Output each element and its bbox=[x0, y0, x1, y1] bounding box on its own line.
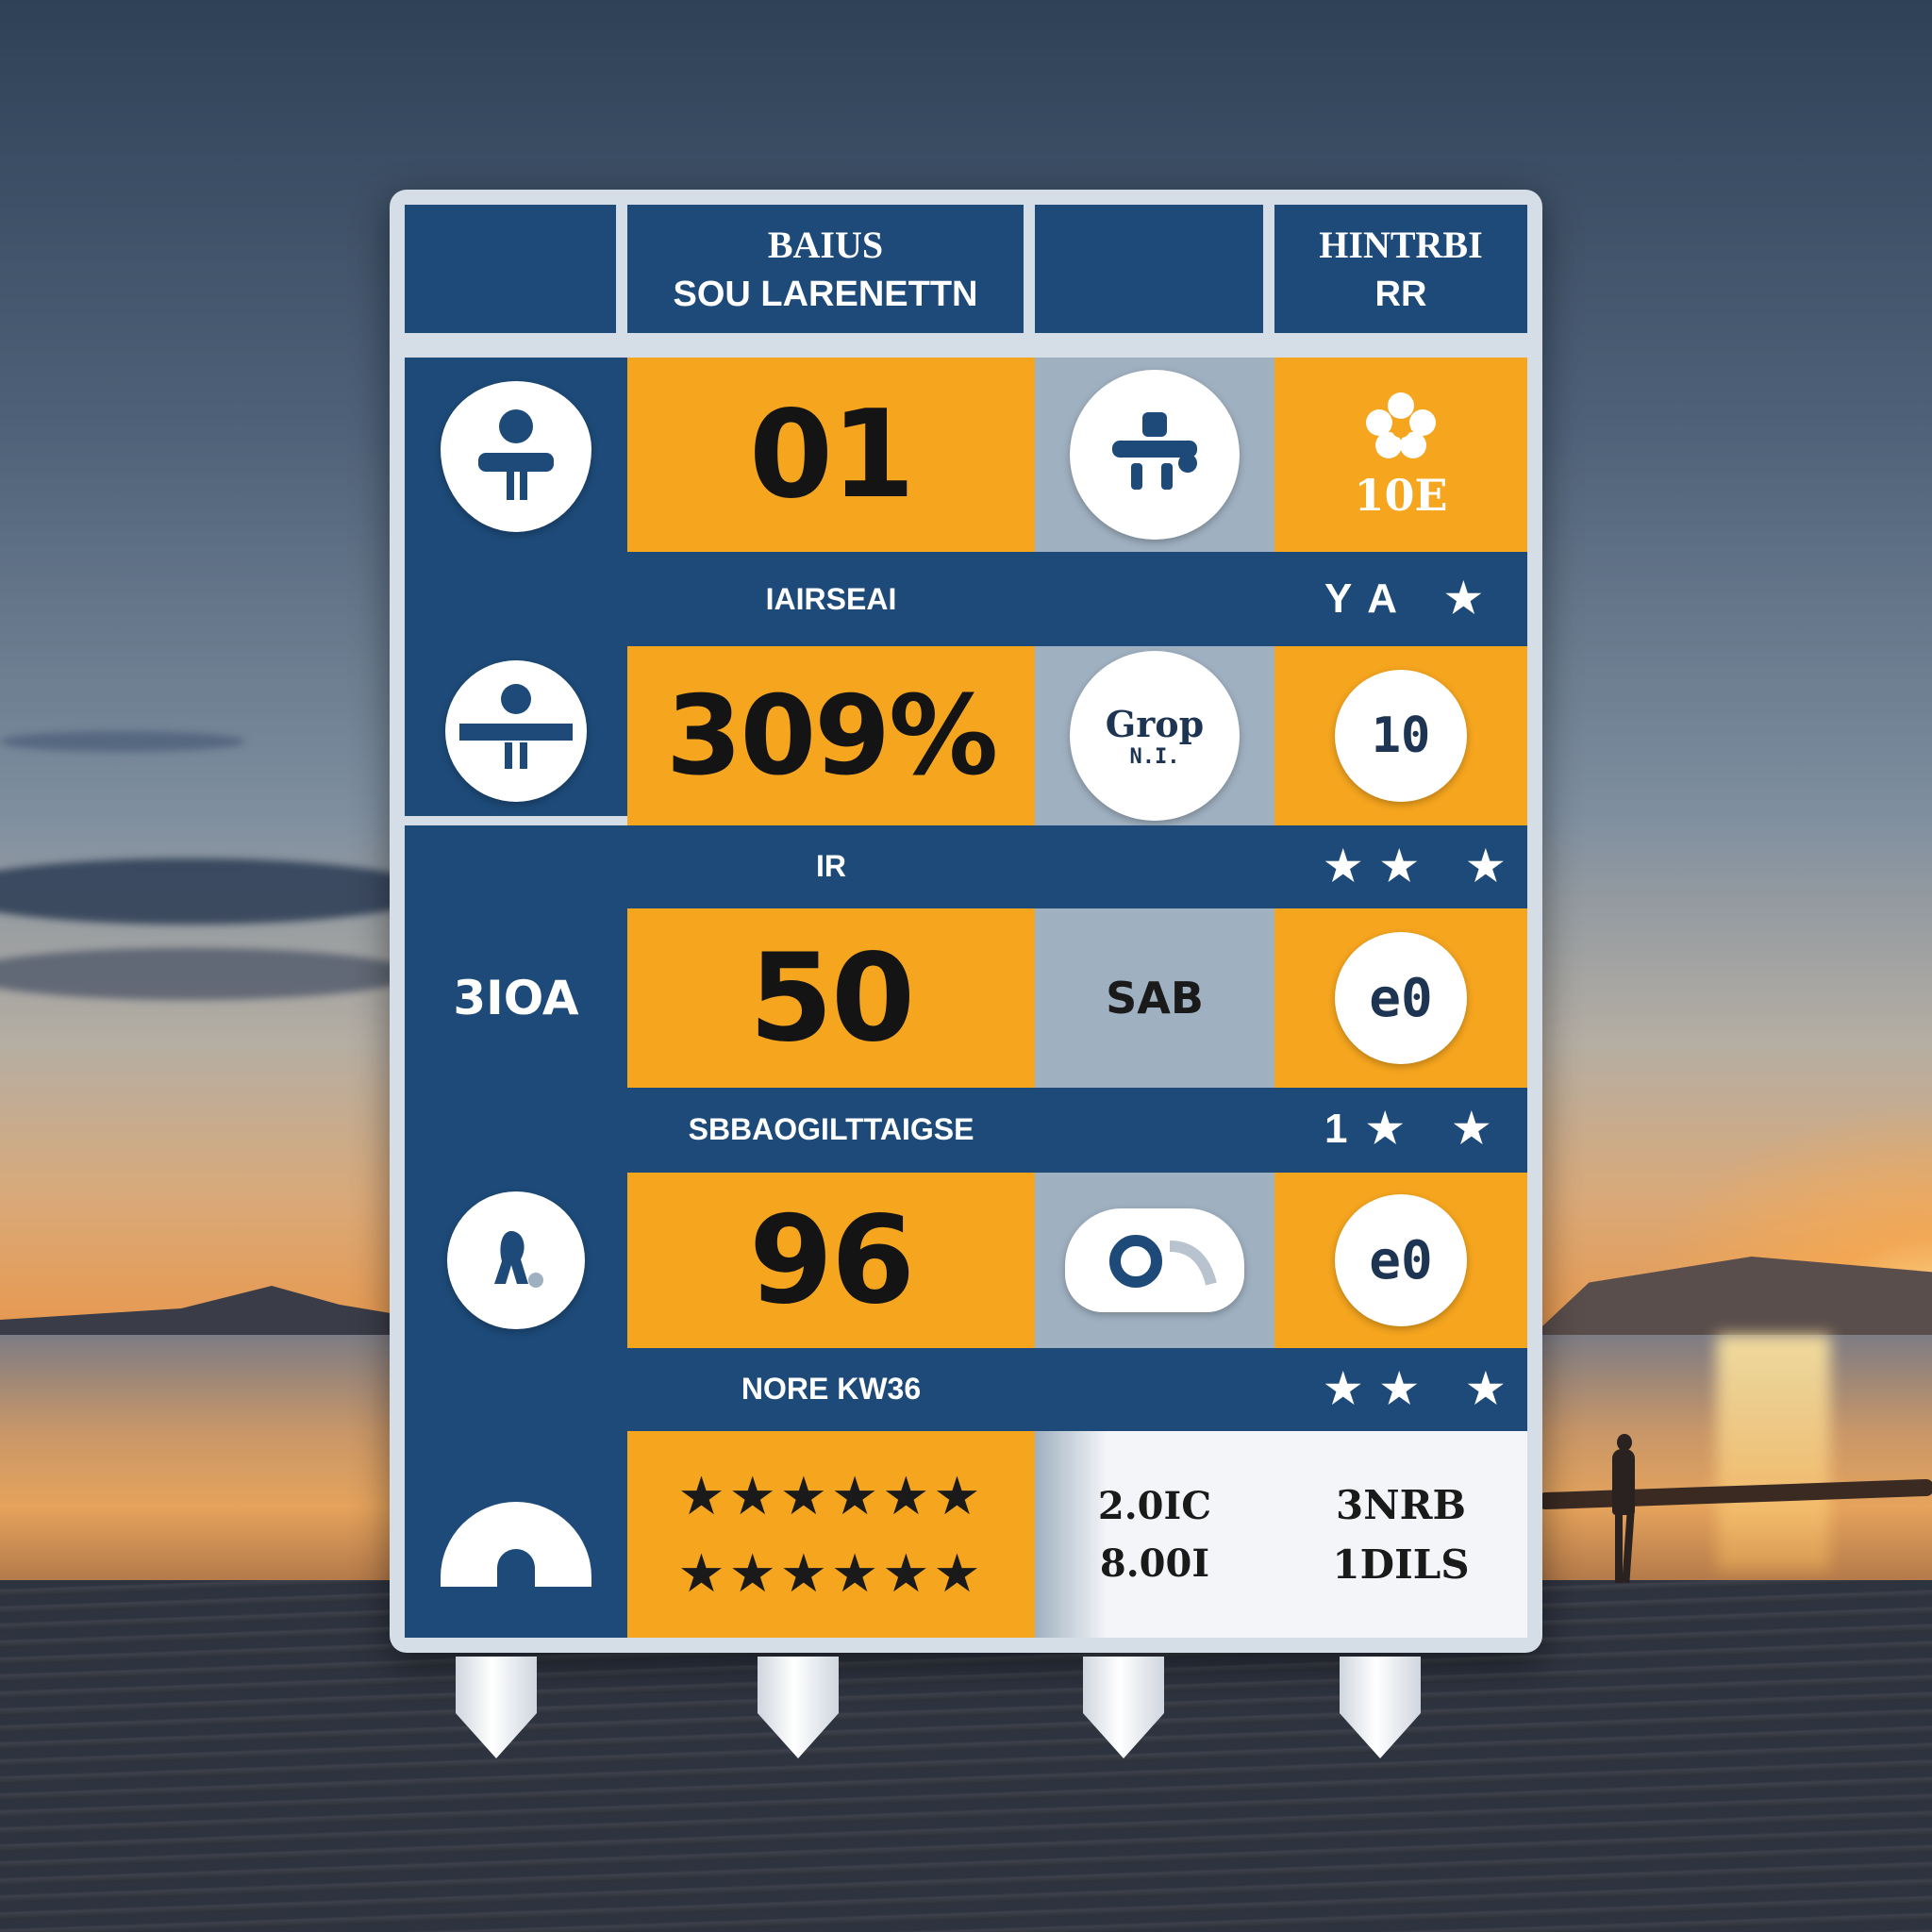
board-leg bbox=[1340, 1657, 1421, 1760]
row4-right-cell: e0 bbox=[1274, 1173, 1527, 1348]
row1-band-label: IAIRSEAI bbox=[765, 582, 897, 616]
header-cell-empty bbox=[405, 205, 616, 333]
row3-band-stars: 1★ ★ bbox=[1324, 1106, 1509, 1152]
profile-badge-icon bbox=[447, 1191, 585, 1329]
row3-label-cell: 3IOA bbox=[405, 908, 627, 1088]
row5-gray-line2: 8.00I bbox=[1099, 1541, 1210, 1586]
row3-right-value: e0 bbox=[1369, 967, 1433, 1029]
row5-gray-cell: 2.0IC 8.00I bbox=[1035, 1431, 1274, 1638]
row1-icon-cell bbox=[405, 358, 627, 556]
header-cell-col2 bbox=[1035, 205, 1263, 333]
row2-right-cell: 10 bbox=[1274, 646, 1527, 825]
person-silhouette bbox=[1609, 1434, 1638, 1585]
row5-right-line2: 1DILS bbox=[1332, 1541, 1470, 1588]
row2-band-stars: ★★ ★ bbox=[1324, 843, 1524, 890]
row5-rating-cell: ★★★★★★ ★★★★★★ bbox=[627, 1431, 1035, 1638]
cloud bbox=[0, 731, 245, 752]
row4-value: 96 bbox=[748, 1190, 915, 1331]
board-leg bbox=[1083, 1657, 1164, 1760]
row2-band bbox=[405, 825, 1527, 908]
person-icon bbox=[459, 684, 573, 769]
header-col3-line1: HINTRBI bbox=[1319, 224, 1483, 266]
row4-band bbox=[405, 1348, 1527, 1431]
row2-circle-text: Grop bbox=[1105, 703, 1205, 745]
row3-gray-label: SAB bbox=[1106, 973, 1204, 1024]
person-icon bbox=[478, 409, 554, 500]
row4-band-label: NORE KW36 bbox=[741, 1372, 922, 1406]
row3-value-cell: 50 bbox=[627, 908, 1035, 1088]
semicircle-icon bbox=[441, 1501, 591, 1587]
ring-icon bbox=[1109, 1235, 1217, 1288]
row4-icon-cell bbox=[405, 1173, 627, 1348]
rating-stars-row-1: ★★★★★★ bbox=[677, 1465, 985, 1525]
row3-value: 50 bbox=[748, 927, 915, 1069]
row4-band-stars: ★★ ★ bbox=[1324, 1366, 1524, 1412]
row4-right-value: e0 bbox=[1369, 1229, 1433, 1291]
row2-circle-sub: N.I. bbox=[1129, 745, 1180, 769]
score-circle: 10 bbox=[1335, 670, 1467, 802]
scoreboard: BAIUS SOU LARENETTN HINTRBI RR 01 bbox=[390, 190, 1542, 1653]
row5-right-line1: 3NRB bbox=[1335, 1481, 1467, 1528]
flower-icon bbox=[1366, 392, 1436, 458]
board-leg bbox=[758, 1657, 839, 1760]
team-badge-icon bbox=[1070, 370, 1240, 540]
row1-value: 01 bbox=[748, 384, 915, 525]
row5-icon-cell bbox=[405, 1431, 627, 1638]
row1-right-cell: 10E bbox=[1274, 358, 1527, 552]
row1-value-cell: 01 bbox=[627, 358, 1035, 552]
row3-gray-cell: SAB bbox=[1035, 908, 1274, 1088]
row3-left-label: 3IOA bbox=[453, 971, 579, 1025]
row4-value-cell: 96 bbox=[627, 1173, 1035, 1348]
row2-value-cell: 309% bbox=[627, 646, 1035, 825]
score-circle: e0 bbox=[1335, 932, 1467, 1064]
profile-icon bbox=[494, 1231, 543, 1288]
row1-gray-cell bbox=[1035, 358, 1274, 552]
header-col1-line1: BAIUS bbox=[767, 224, 884, 266]
row1-band bbox=[405, 552, 1527, 646]
row2-band-label: IR bbox=[816, 849, 846, 883]
header-col1-line2: SOU LARENETTN bbox=[673, 275, 978, 314]
group-icon bbox=[1112, 412, 1197, 490]
row2-value: 309% bbox=[665, 672, 998, 800]
row5-right-cell: 3NRB 1DILS bbox=[1274, 1431, 1527, 1638]
header-cell-col3: HINTRBI RR bbox=[1274, 205, 1527, 333]
group-badge: Grop N.I. bbox=[1070, 651, 1240, 821]
row3-band bbox=[405, 1088, 1527, 1173]
board-leg bbox=[456, 1657, 537, 1760]
row5-gray-line1: 2.0IC bbox=[1097, 1483, 1212, 1528]
sun-reflection bbox=[1717, 1335, 1830, 1571]
header-col3-line2: RR bbox=[1374, 275, 1427, 314]
header-cell-col1: BAIUS SOU LARENETTN bbox=[627, 205, 1024, 333]
row2-right-value: 10 bbox=[1371, 708, 1431, 764]
person-badge-icon bbox=[441, 381, 591, 532]
row3-band-label: SBBAOGILTTAIGSE bbox=[688, 1112, 974, 1146]
scoreboard-grid: BAIUS SOU LARENETTN HINTRBI RR 01 bbox=[405, 205, 1527, 1638]
row2-gray-cell: Grop N.I. bbox=[1035, 646, 1274, 825]
person-badge-icon bbox=[445, 660, 587, 802]
rating-stars-row-2: ★★★★★★ bbox=[677, 1542, 985, 1603]
cloud bbox=[0, 858, 434, 924]
toggle-icon bbox=[1065, 1208, 1244, 1312]
score-circle: e0 bbox=[1335, 1194, 1467, 1326]
row3-right-cell: e0 bbox=[1274, 908, 1527, 1088]
row4-gray-cell bbox=[1035, 1173, 1274, 1348]
row1-right-label: 10E bbox=[1354, 470, 1448, 521]
row1-band-stars: YA ★ bbox=[1324, 575, 1502, 622]
row2-icon-cell bbox=[405, 646, 627, 816]
cloud bbox=[0, 948, 415, 1000]
